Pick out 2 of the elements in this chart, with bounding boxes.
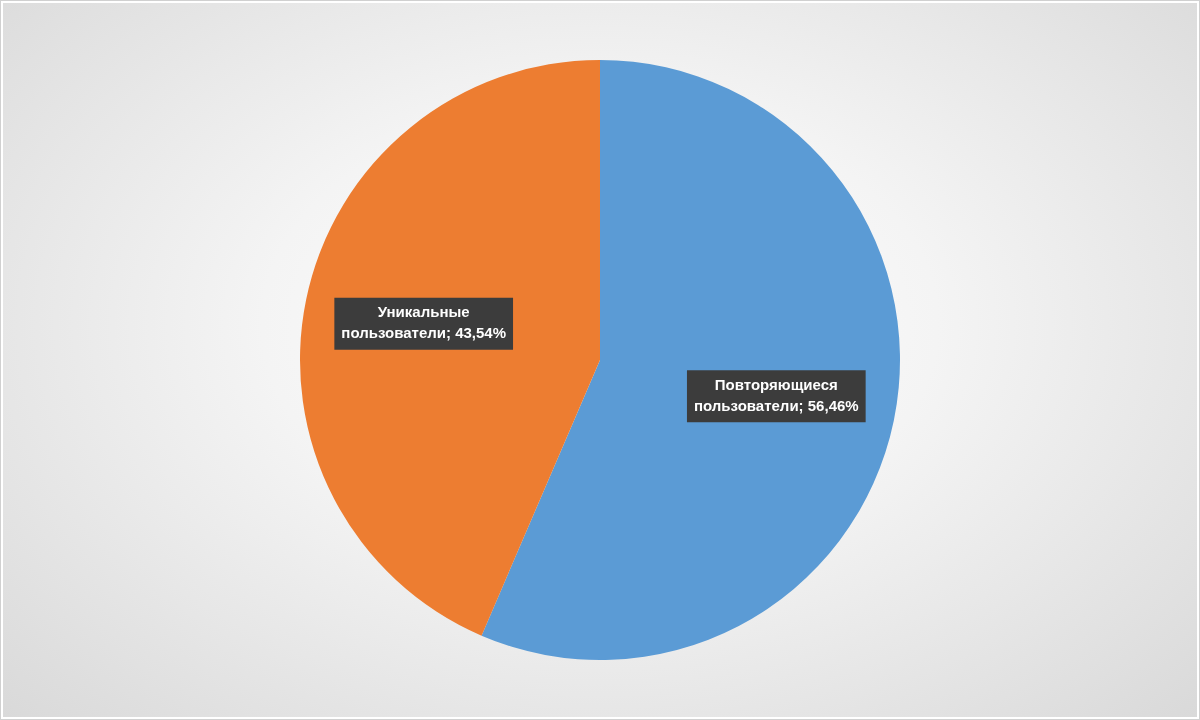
slice-label: Уникальные пользователи; 43,54% [341, 303, 507, 342]
slice-label: Повторяющиеся пользователи; 56,46% [693, 375, 859, 414]
